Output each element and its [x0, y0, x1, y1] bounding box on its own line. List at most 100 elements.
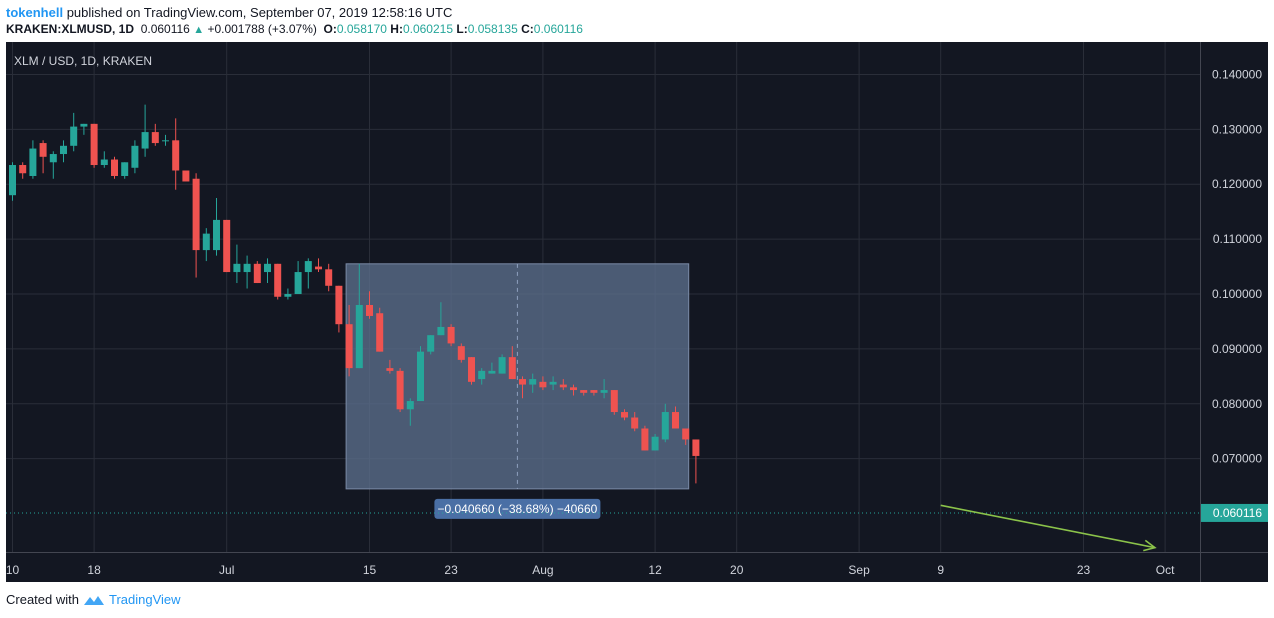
ohlc-line: KRAKEN:XLMUSD, 1D 0.060116 ▲ +0.001788 (…	[6, 22, 583, 36]
candle[interactable]	[213, 197, 220, 256]
time-tick-label: 9	[937, 563, 944, 577]
candle-body	[529, 379, 537, 385]
candle[interactable]	[437, 302, 445, 336]
candle[interactable]	[49, 151, 57, 179]
candle[interactable]	[559, 379, 567, 391]
candle-body	[9, 165, 16, 196]
candle-body	[49, 154, 57, 163]
candle[interactable]	[9, 162, 16, 201]
candle[interactable]	[590, 390, 598, 396]
candle[interactable]	[529, 373, 537, 393]
candle[interactable]	[396, 368, 404, 413]
candle-body	[661, 412, 669, 440]
candle-body	[70, 126, 78, 146]
candle-body	[264, 263, 271, 273]
candle[interactable]	[192, 173, 200, 278]
candle[interactable]	[355, 263, 363, 369]
candle-body	[692, 439, 700, 456]
candle[interactable]	[549, 376, 557, 391]
candle[interactable]	[325, 263, 333, 292]
candle-body	[549, 381, 557, 385]
candle[interactable]	[90, 123, 98, 168]
up-triangle-icon: ▲	[193, 24, 205, 36]
author-link[interactable]: tokenhell	[6, 5, 64, 20]
candle[interactable]	[427, 335, 435, 355]
candle[interactable]	[274, 263, 282, 300]
candle[interactable]	[488, 362, 496, 374]
candle[interactable]	[39, 140, 47, 174]
candle[interactable]	[692, 439, 700, 484]
candle[interactable]	[151, 123, 159, 146]
candle[interactable]	[60, 140, 67, 163]
candle-body	[396, 370, 404, 410]
candle[interactable]	[376, 307, 384, 352]
candle[interactable]	[111, 156, 118, 179]
candle[interactable]	[386, 359, 394, 374]
candle[interactable]	[457, 343, 465, 363]
candle-body	[488, 370, 496, 374]
candle[interactable]	[682, 428, 690, 445]
candle[interactable]	[345, 304, 353, 377]
trend-arrow-line[interactable]	[940, 504, 1156, 549]
candle[interactable]	[417, 346, 424, 402]
candle[interactable]	[304, 258, 312, 289]
candle[interactable]	[100, 151, 108, 168]
candle-body	[223, 219, 231, 273]
candle[interactable]	[284, 288, 292, 300]
candle[interactable]	[121, 162, 129, 179]
candle[interactable]	[661, 403, 669, 443]
candle[interactable]	[621, 409, 628, 421]
time-tick-label: Aug	[532, 563, 553, 577]
candle-body	[559, 384, 567, 388]
candle[interactable]	[223, 219, 231, 273]
candle[interactable]	[498, 354, 506, 374]
created-with-text: Created with	[6, 592, 79, 607]
candle[interactable]	[315, 258, 322, 273]
candle[interactable]	[29, 140, 37, 179]
candle[interactable]	[366, 291, 373, 319]
candle[interactable]	[508, 346, 516, 380]
time-tick-label: Oct	[1156, 563, 1175, 577]
candle[interactable]	[19, 162, 27, 179]
candle[interactable]	[580, 390, 588, 396]
candle[interactable]	[447, 324, 455, 347]
candle[interactable]	[570, 384, 577, 396]
candle[interactable]	[468, 357, 475, 385]
candle[interactable]	[131, 140, 139, 174]
high-value: 0.060215	[402, 22, 454, 36]
candle-body	[172, 140, 180, 171]
candle[interactable]	[406, 398, 414, 426]
price-tick-label: 0.140000	[1212, 67, 1262, 81]
candle[interactable]	[672, 406, 679, 429]
candle[interactable]	[141, 104, 149, 157]
candle[interactable]	[182, 170, 190, 182]
candle[interactable]	[651, 433, 659, 451]
candle[interactable]	[631, 412, 639, 432]
candle[interactable]	[641, 425, 649, 451]
candle[interactable]	[610, 390, 618, 415]
candle[interactable]	[519, 376, 526, 399]
candle[interactable]	[539, 376, 547, 391]
candle[interactable]	[162, 134, 169, 146]
candle-body	[294, 272, 302, 295]
candle[interactable]	[70, 112, 78, 152]
candle[interactable]	[80, 123, 88, 135]
candle[interactable]	[600, 379, 608, 399]
last-price-badge	[1201, 503, 1268, 522]
candle[interactable]	[202, 228, 210, 262]
candle[interactable]	[478, 368, 486, 385]
candle-body	[335, 285, 343, 325]
candle[interactable]	[253, 261, 261, 284]
candlestick-chart[interactable]: 0.140000 0.130000 0.120000 0.110000 0.100000…	[6, 42, 1268, 582]
tradingview-link[interactable]: TradingView	[108, 592, 181, 607]
candle[interactable]	[264, 258, 271, 284]
candle[interactable]	[243, 255, 251, 289]
candle[interactable]	[294, 261, 302, 295]
open-value: 0.058170	[336, 22, 387, 36]
measure-label-box	[434, 498, 601, 519]
candle[interactable]	[233, 244, 241, 284]
candle[interactable]	[172, 118, 180, 190]
time-tick-label: 12	[648, 563, 662, 577]
low-value: 0.058135	[467, 22, 518, 36]
candle[interactable]	[335, 285, 343, 333]
